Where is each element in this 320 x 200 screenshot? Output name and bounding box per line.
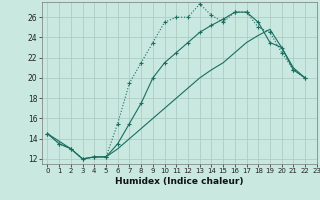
X-axis label: Humidex (Indice chaleur): Humidex (Indice chaleur) [115, 177, 244, 186]
